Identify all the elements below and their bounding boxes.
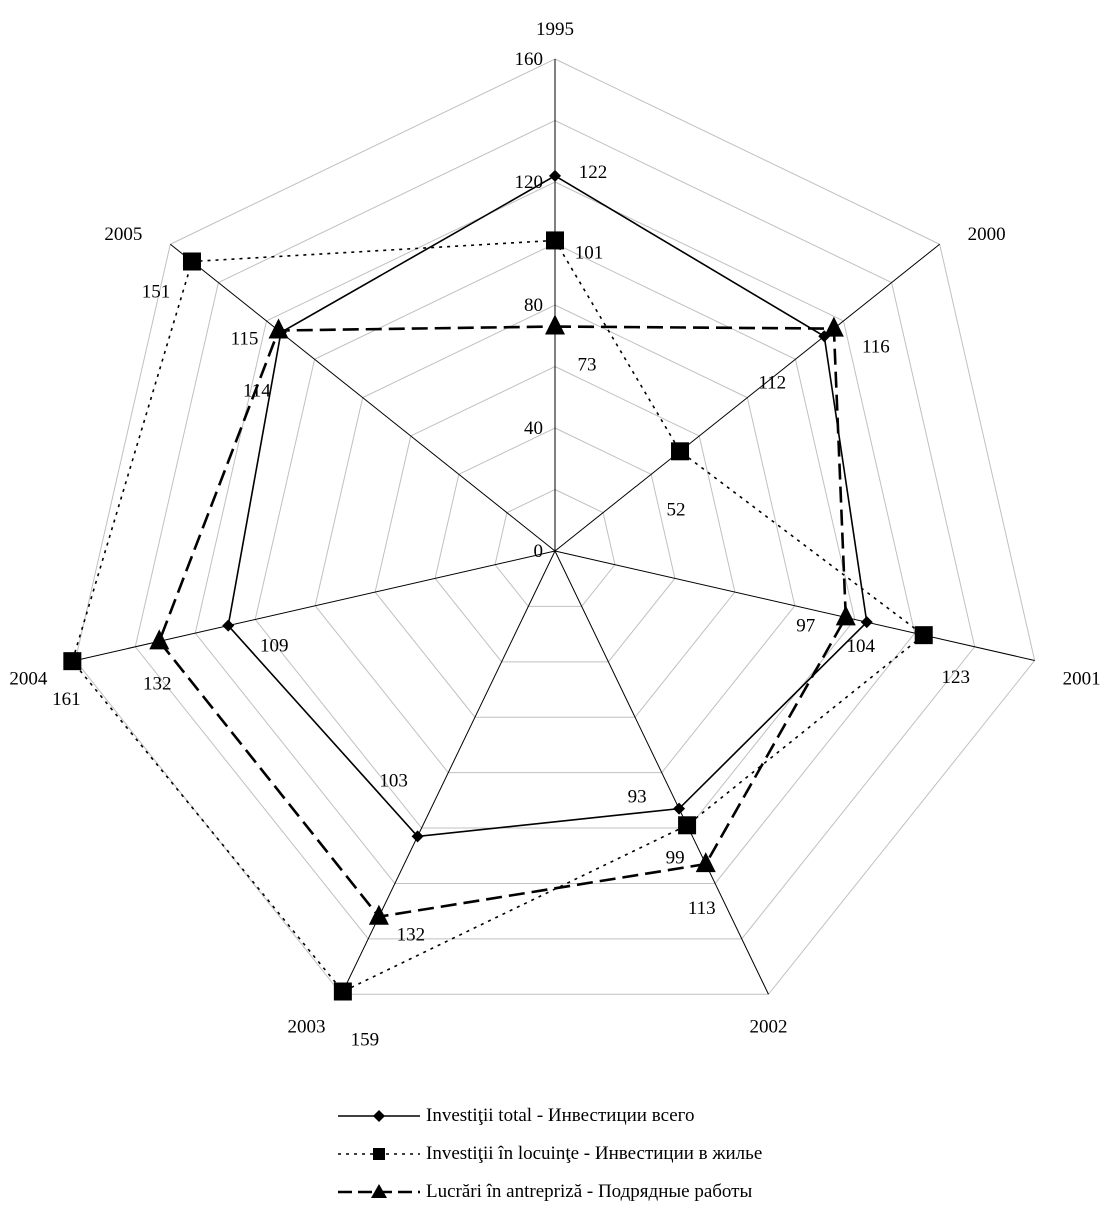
- data-label-diamond-2003: 103: [379, 770, 408, 791]
- data-point-diamond-1995: [549, 169, 561, 182]
- legend-item-investitii-locuinte: Investiţii în locuinţe - Инвестиции в жи…: [338, 1135, 762, 1173]
- data-label-diamond-1995: 122: [579, 162, 608, 183]
- legend: Investiţii total - Инвестиции всего Inve…: [338, 1097, 762, 1211]
- grid-ring-60: [374, 365, 736, 718]
- data-label-square-2000: 52: [667, 499, 686, 520]
- data-point-triangle-1995: [545, 314, 565, 335]
- category-label-2000: 2000: [968, 224, 1006, 245]
- data-label-diamond-2004: 109: [260, 636, 289, 657]
- radar-tick-labels: 0 40 80 120 160: [515, 49, 544, 562]
- category-label-2005: 2005: [104, 224, 142, 245]
- tick-label-0: 0: [534, 541, 544, 562]
- radar-chart: 0 40 80 120 160 1995 2000 2001 2002 2003 2004 2005…: [9, 19, 1100, 1051]
- data-point-square-2001: [914, 626, 933, 645]
- data-label-diamond-2002: 93: [628, 787, 647, 808]
- grid-ring-40: [434, 427, 676, 663]
- tick-label-160: 160: [515, 49, 544, 70]
- category-label-2001: 2001: [1063, 668, 1101, 689]
- spoke-2000: [554, 243, 940, 552]
- grid-ring-100: [254, 242, 856, 829]
- data-point-square-2003: [333, 982, 352, 1001]
- data-label-square-2001: 123: [941, 667, 970, 688]
- legend-label: Investiţii total - Инвестиции всего: [426, 1105, 695, 1126]
- data-label-diamond-2000: 112: [758, 372, 786, 393]
- category-label-1995: 1995: [536, 19, 574, 40]
- data-label-triangle-2004: 132: [143, 673, 172, 694]
- data-point-triangle-2002: [695, 852, 716, 873]
- data-point-triangle-2003: [368, 904, 389, 925]
- legend-label: Lucrări în antrepriză - Подрядные работы: [426, 1181, 753, 1202]
- data-label-triangle-2001: 97: [796, 615, 815, 636]
- data-point-square-1995: [546, 231, 564, 250]
- data-point-square-2004: [63, 652, 82, 671]
- data-label-triangle-2003: 132: [397, 925, 426, 946]
- data-label-square-2003: 159: [351, 1030, 380, 1051]
- category-label-2002: 2002: [749, 1016, 787, 1037]
- series-square: [63, 231, 933, 1001]
- legend-label: Investiţii în locuinţe - Инвестиции в жи…: [426, 1143, 763, 1164]
- data-label-triangle-2005: 115: [231, 329, 259, 350]
- data-label-diamond-2005: 114: [243, 380, 271, 401]
- data-point-diamond-2003: [411, 830, 424, 843]
- tick-label-120: 120: [515, 172, 544, 193]
- data-point-triangle-2001: [835, 605, 856, 626]
- series-diamond: [222, 169, 873, 843]
- data-label-square-1995: 101: [575, 242, 604, 263]
- grid-ring-20: [494, 488, 616, 607]
- spoke-2004: [75, 550, 556, 661]
- data-point-diamond-2004: [222, 619, 235, 632]
- series-line: [157, 325, 848, 919]
- data-point-diamond-2001: [860, 616, 873, 629]
- grid-ring-160: [74, 58, 1036, 995]
- radar-data-labels: 122 112 104 93 103 109 114 101 52 123 99 159 161 151 7…: [52, 162, 970, 1051]
- grid-ring-140: [134, 119, 976, 940]
- data-point-square-2002: [678, 816, 697, 835]
- legend-swatch-square-dotted: [338, 1148, 420, 1160]
- data-point-triangle-2004: [149, 629, 170, 650]
- category-label-2004: 2004: [9, 668, 48, 689]
- legend-swatch-diamond-solid: [338, 1110, 420, 1122]
- legend-item-investitii-total: Investiţii total - Инвестиции всего: [338, 1097, 762, 1135]
- legend-swatch-triangle-dashed: [338, 1184, 420, 1198]
- radar-category-labels: 1995 2000 2001 2002 2003 2004 2005: [9, 19, 1100, 1037]
- data-label-triangle-1995: 73: [578, 355, 597, 376]
- grid-ring-120: [194, 181, 916, 884]
- tick-label-80: 80: [524, 295, 543, 316]
- spoke-2005: [170, 243, 556, 552]
- radar-series: [63, 169, 933, 1001]
- grid-ring-80: [314, 304, 796, 774]
- data-label-square-2002: 99: [666, 847, 685, 868]
- tick-label-40: 40: [524, 418, 543, 439]
- data-label-square-2005: 151: [142, 281, 171, 302]
- legend-item-lucrari-antrepriza: Lucrări în antrepriză - Подрядные работы: [338, 1173, 762, 1211]
- series-triangle: [149, 314, 856, 925]
- data-label-triangle-2000: 116: [862, 337, 890, 358]
- data-point-square-2000: [671, 442, 690, 461]
- data-point-triangle-2005: [268, 318, 289, 339]
- series-line: [227, 174, 868, 838]
- spoke-2001: [554, 550, 1035, 661]
- radar-grid: [74, 58, 1036, 995]
- spoke-2002: [554, 550, 769, 995]
- data-point-square-2005: [182, 252, 201, 271]
- data-label-diamond-2001: 104: [847, 636, 876, 657]
- data-point-diamond-2002: [673, 802, 686, 815]
- data-point-triangle-2000: [823, 316, 844, 337]
- data-label-square-2004: 161: [52, 689, 81, 710]
- data-label-triangle-2002: 113: [688, 898, 716, 919]
- series-line: [71, 239, 926, 993]
- category-label-2003: 2003: [288, 1016, 326, 1037]
